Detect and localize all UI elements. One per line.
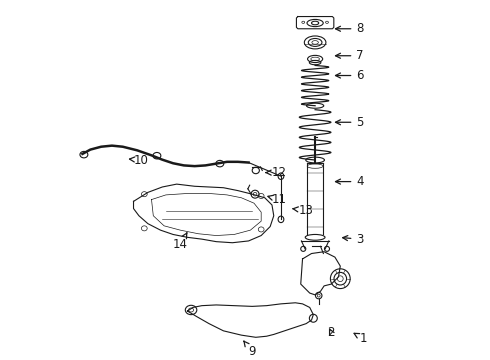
Text: 12: 12 xyxy=(266,166,287,179)
Text: 7: 7 xyxy=(336,49,364,62)
Text: 13: 13 xyxy=(293,204,314,217)
Text: 3: 3 xyxy=(343,233,364,246)
Text: 6: 6 xyxy=(336,69,364,82)
Text: 2: 2 xyxy=(327,326,335,339)
Text: 10: 10 xyxy=(129,153,148,167)
Text: 9: 9 xyxy=(244,341,256,358)
Text: 1: 1 xyxy=(354,332,368,345)
Text: 8: 8 xyxy=(336,22,364,35)
Text: 11: 11 xyxy=(268,193,287,206)
Text: 5: 5 xyxy=(336,116,364,129)
Text: 4: 4 xyxy=(336,175,364,188)
Text: 14: 14 xyxy=(173,233,188,251)
